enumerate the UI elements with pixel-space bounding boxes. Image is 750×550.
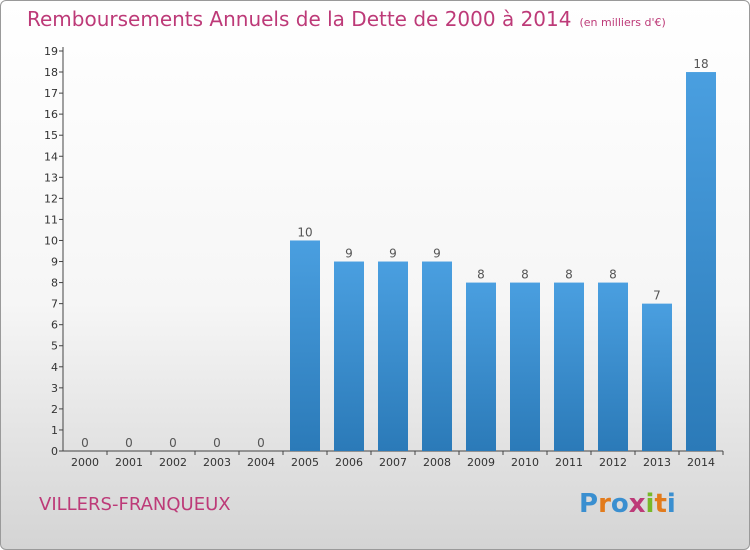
y-tick-label: 12 — [44, 192, 58, 205]
bar — [334, 261, 364, 451]
y-tick-label: 10 — [44, 234, 58, 247]
bar — [290, 240, 320, 451]
data-label: 18 — [693, 57, 708, 71]
data-label: 7 — [653, 289, 661, 303]
y-tick-label: 1 — [51, 424, 58, 437]
y-tick-label: 2 — [51, 403, 58, 416]
bar — [510, 282, 540, 451]
x-tick-label: 2004 — [247, 456, 275, 469]
x-tick-label: 2009 — [467, 456, 495, 469]
y-tick-label: 4 — [51, 361, 58, 374]
x-tick-label: 2005 — [291, 456, 319, 469]
y-tick-label: 9 — [51, 256, 58, 269]
bar — [642, 303, 672, 451]
y-tick-label: 16 — [44, 108, 58, 121]
commune-name: VILLERS-FRANQUEUX — [39, 494, 231, 515]
data-label: 9 — [345, 247, 353, 261]
x-tick-label: 2006 — [335, 456, 363, 469]
logo-letter: o — [610, 489, 629, 519]
y-tick-label: 19 — [44, 45, 58, 58]
y-tick-label: 5 — [51, 340, 58, 353]
data-label: 8 — [609, 268, 617, 282]
data-label: 8 — [521, 268, 529, 282]
data-label: 8 — [565, 268, 573, 282]
logo-letter: i — [666, 489, 676, 519]
data-label: 0 — [257, 436, 265, 450]
x-tick-label: 2008 — [423, 456, 451, 469]
bar — [686, 72, 716, 451]
proxiti-logo: Proxiti — [579, 489, 676, 519]
data-label: 0 — [169, 436, 177, 450]
x-tick-label: 2011 — [555, 456, 583, 469]
data-label: 9 — [433, 247, 441, 261]
y-tick-label: 7 — [51, 298, 58, 311]
y-tick-label: 6 — [51, 319, 58, 332]
logo-letter: P — [579, 489, 599, 519]
y-tick-label: 18 — [44, 66, 58, 79]
data-label: 8 — [477, 268, 485, 282]
data-label: 9 — [389, 247, 397, 261]
data-label: 0 — [125, 436, 133, 450]
data-label: 10 — [297, 225, 312, 239]
data-label: 0 — [213, 436, 221, 450]
x-tick-label: 2012 — [599, 456, 627, 469]
title-text: Remboursements Annuels de la Dette de 20… — [27, 7, 572, 31]
unit-note: (en milliers d'€) — [579, 16, 666, 29]
y-tick-label: 0 — [51, 445, 58, 458]
y-tick-label: 17 — [44, 87, 58, 100]
logo-letter: t — [654, 489, 667, 519]
y-tick-label: 11 — [44, 213, 58, 226]
y-tick-label: 3 — [51, 382, 58, 395]
x-tick-label: 2014 — [687, 456, 715, 469]
x-tick-label: 2010 — [511, 456, 539, 469]
y-tick-label: 13 — [44, 171, 58, 184]
x-tick-label: 2013 — [643, 456, 671, 469]
bar — [466, 282, 496, 451]
x-tick-label: 2000 — [71, 456, 99, 469]
x-tick-label: 2003 — [203, 456, 231, 469]
chart-title: Remboursements Annuels de la Dette de 20… — [27, 7, 666, 31]
logo-letter: i — [645, 489, 655, 519]
bar — [554, 282, 584, 451]
bar — [378, 261, 408, 451]
logo-letter: x — [628, 489, 646, 519]
x-tick-label: 2002 — [159, 456, 187, 469]
logo-letter: r — [598, 489, 611, 519]
x-tick-label: 2001 — [115, 456, 143, 469]
y-tick-label: 8 — [51, 277, 58, 290]
bar — [598, 282, 628, 451]
y-tick-label: 15 — [44, 129, 58, 142]
x-tick-label: 2007 — [379, 456, 407, 469]
y-tick-label: 14 — [44, 150, 58, 163]
bar — [422, 261, 452, 451]
data-label: 0 — [81, 436, 89, 450]
